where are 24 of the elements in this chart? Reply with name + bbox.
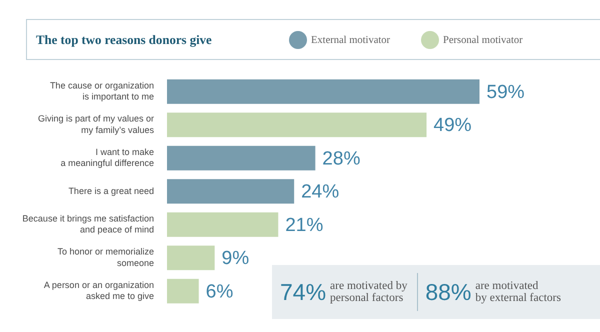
legend-label: Personal motivator (443, 34, 524, 46)
bar (167, 146, 316, 170)
data-label: 24% (301, 182, 340, 203)
data-label: 6% (206, 281, 234, 302)
y-tick-label: There is a great need (68, 186, 154, 196)
data-label: 28% (322, 148, 360, 170)
bar (167, 212, 278, 237)
bar (167, 246, 215, 270)
y-tick-label: To honor or memorialize someone (57, 246, 154, 268)
data-label: 9% (222, 248, 250, 270)
y-tick-label: I want to make a meaningful difference (60, 146, 154, 168)
legend-label: External motivator (311, 34, 391, 46)
bar (167, 278, 199, 304)
y-tick-label: The cause or organization is important to me (50, 80, 154, 102)
y-tick-label: Giving is part of my values or my family’s values (38, 114, 154, 135)
data-label: 59% (486, 82, 525, 103)
y-tick-label: A person or an organization asked me to give (44, 280, 154, 302)
bar (167, 179, 294, 204)
y-tick-label: Because it brings me satisfaction and peace of mind (22, 213, 154, 235)
data-label: 21% (285, 214, 324, 236)
bar (167, 112, 427, 138)
data-label: 49% (434, 115, 472, 136)
bar (167, 79, 480, 104)
chart-title: The top two reasons donors give (36, 32, 212, 49)
